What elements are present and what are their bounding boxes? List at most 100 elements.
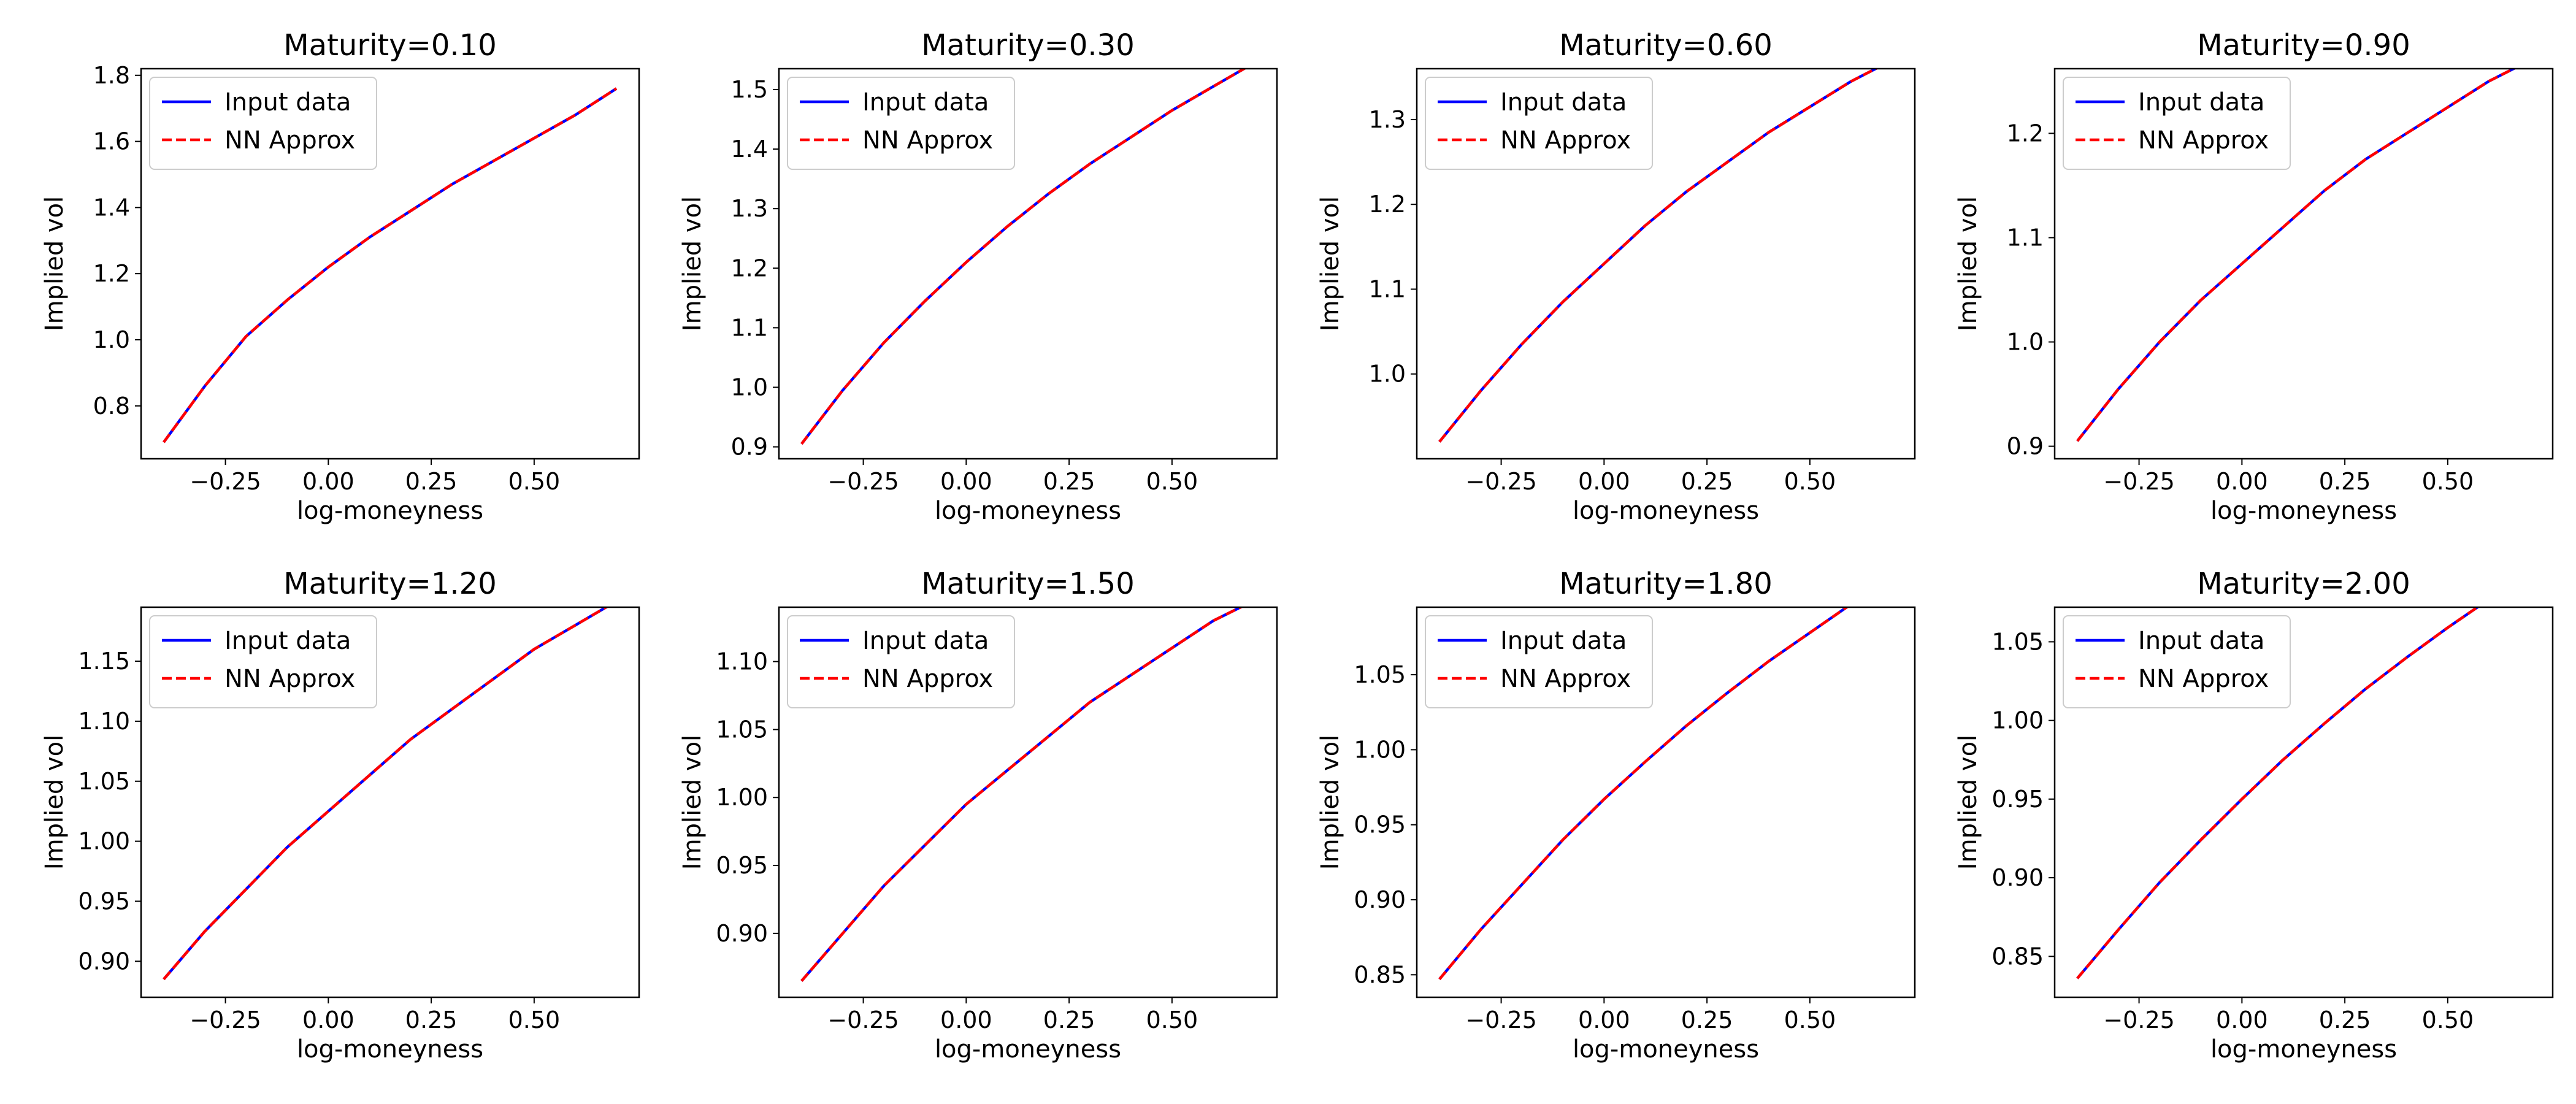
subplot: Maturity=0.10 −0.25 0.00 0.25 0.50 0.8 1.0 1.2 1… [40,28,640,525]
series-nn-approx [1438,607,1849,981]
y-tick-label: 0.90 [78,948,130,975]
x-tick-label: −0.25 [190,468,261,495]
legend-label: NN Approx [862,126,993,155]
axes-frame [140,606,640,999]
x-axis-label: log-moneyness [935,1035,1121,1064]
subplot-title: Maturity=0.30 [921,28,1134,63]
x-tick-label: 0.00 [2216,1006,2268,1033]
legend-label: Input data [2138,88,2264,117]
x-axis-label: log-moneyness [297,497,483,525]
y-tick-label: 1.00 [1354,736,1406,763]
x-axis-label: log-moneyness [1573,1035,1759,1064]
y-tick-label: 0.95 [78,887,130,914]
axes-frame [140,67,640,460]
legend-box [2063,615,2291,708]
y-tick-label: 1.2 [1369,191,1406,218]
y-tick-label: 0.9 [2007,433,2044,460]
legend-label: NN Approx [224,126,355,155]
series-nn-approx [2076,69,2517,442]
y-tick-label: 1.15 [78,648,130,675]
subplot-title: Maturity=1.80 [1559,567,1772,601]
y-tick-label: 1.10 [78,708,130,735]
x-tick-label: −0.25 [827,1006,899,1033]
x-tick-label: 0.25 [1681,1006,1733,1033]
x-tick-label: 0.00 [1578,1006,1630,1033]
y-axis-label: Implied vol [1954,735,1982,870]
y-tick-label: 0.85 [1991,943,2044,970]
legend-box [1425,77,1653,170]
subplot-title: Maturity=0.10 [283,28,496,63]
x-tick-label: 0.50 [2422,468,2474,495]
x-tick-label: −0.25 [827,468,899,495]
x-tick-label: 0.25 [1043,1006,1095,1033]
x-axis-label: log-moneyness [297,1035,483,1064]
x-tick-label: 0.00 [302,468,355,495]
x-tick-label: 0.00 [940,468,992,495]
x-tick-label: 0.00 [940,1006,992,1033]
subplot: Maturity=0.30 −0.25 0.00 0.25 0.50 0.9 1.0 1.1 1… [678,28,1278,525]
legend-label: Input data [224,627,351,655]
subplot-title: Maturity=1.50 [921,567,1134,601]
y-tick-label: 1.1 [1369,275,1406,302]
x-tick-label: −0.25 [1465,1006,1536,1033]
x-axis-label: log-moneyness [935,497,1121,525]
legend-label: NN Approx [224,665,355,693]
y-tick-label: 1.1 [2007,224,2044,251]
axes-frame [1416,67,1916,460]
subplot: Maturity=1.20 −0.25 0.00 0.25 0.50 0.90 0.95 1.… [40,567,640,1064]
y-tick-label: 0.85 [1354,961,1406,988]
x-tick-label: 0.25 [405,1006,458,1033]
legend-box [787,615,1015,708]
x-axis-label: log-moneyness [2210,1035,2397,1064]
legend-label: Input data [1500,88,1627,117]
series-nn-approx [163,87,618,443]
series-nn-approx [800,607,1244,982]
x-tick-label: −0.25 [190,1006,261,1033]
legend-label: Input data [862,627,989,655]
y-tick-label: 0.90 [1354,886,1406,913]
subplot-title: Maturity=1.20 [283,567,496,601]
x-tick-label: 0.50 [2422,1006,2474,1033]
axes-frame [778,67,1278,460]
x-tick-label: 0.25 [1043,468,1095,495]
legend-box [1425,615,1653,708]
y-axis-label: Implied vol [678,735,707,870]
legend-label: NN Approx [862,665,993,693]
y-tick-label: 1.2 [93,260,130,287]
x-tick-label: −0.25 [2103,468,2174,495]
y-axis-label: Implied vol [40,196,69,331]
legend-label: NN Approx [1500,126,1631,155]
x-tick-label: 0.50 [508,468,561,495]
y-tick-label: 1.3 [1369,106,1406,133]
legend-label: NN Approx [2138,126,2269,155]
legend-label: Input data [2138,627,2264,655]
legend: Input data NN Approx [2063,615,2291,708]
subplot-title: Maturity=0.60 [1559,28,1772,63]
legend: Input data NN Approx [1425,615,1653,708]
y-tick-label: 1.05 [716,716,768,743]
legend: Input data NN Approx [2063,77,2291,170]
y-axis-label: Implied vol [1316,196,1344,331]
series-nn-approx [163,607,609,981]
legend: Input data NN Approx [787,615,1015,708]
x-tick-label: −0.25 [1465,468,1536,495]
x-tick-label: 0.50 [1146,468,1198,495]
y-axis-label: Implied vol [678,196,707,331]
y-tick-label: 1.05 [1991,628,2044,655]
x-tick-label: 0.25 [1681,468,1733,495]
legend: Input data NN Approx [149,615,377,708]
y-tick-label: 1.0 [2007,329,2044,356]
y-tick-label: 0.8 [93,393,130,420]
x-tick-label: 0.00 [2216,468,2268,495]
x-tick-label: −0.25 [2103,1006,2174,1033]
y-axis-label: Implied vol [1316,735,1344,870]
y-tick-label: 0.9 [731,434,768,461]
y-tick-label: 1.8 [93,62,130,89]
legend-label: Input data [862,88,989,117]
x-tick-label: 0.50 [508,1006,561,1033]
x-axis-label: log-moneyness [1573,497,1759,525]
legend-label: Input data [1500,627,1627,655]
legend-box [149,615,377,708]
subplot-title: Maturity=0.90 [2197,28,2410,63]
